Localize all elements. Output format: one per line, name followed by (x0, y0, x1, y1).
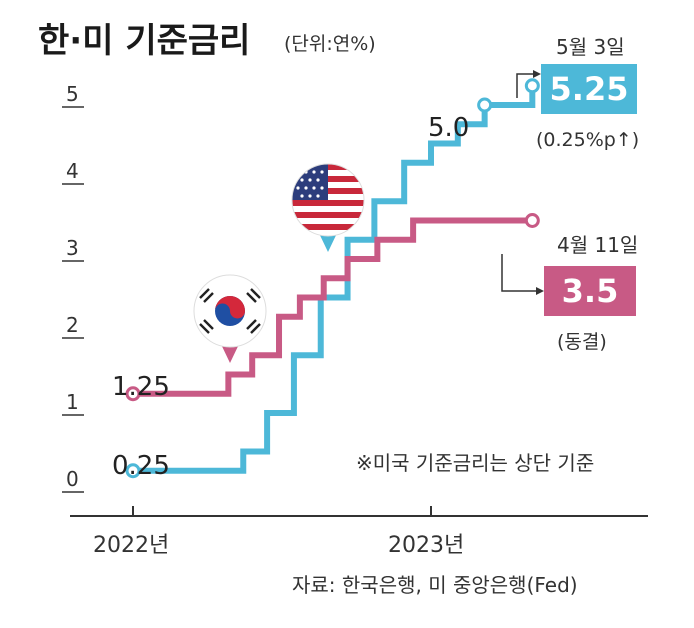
us-pin-head (292, 164, 364, 236)
chart-note: ※미국 기준금리는 상단 기준 (356, 451, 594, 475)
point-korea-start (125, 386, 141, 402)
korea-value: 3.5 (562, 272, 619, 310)
korea-date-label: 4월 11일 (557, 233, 638, 257)
us-5-label: 5.0 (428, 113, 469, 143)
y-tick-label: 1 (66, 390, 79, 414)
korea-connector (501, 254, 536, 292)
point-korea-end (524, 213, 540, 228)
korea-connector-arrow (536, 287, 544, 295)
chart-unit: (단위:연%) (284, 33, 376, 55)
us-date-label: 5월 3일 (556, 35, 625, 59)
y-axis: 0 1 2 3 4 5 (62, 82, 84, 493)
y-tick-label: 4 (66, 159, 79, 183)
series-line-korea (133, 217, 533, 397)
us-change: (0.25%p↑) (536, 129, 639, 151)
korea-value-box (544, 266, 636, 316)
us-value: 5.25 (550, 70, 629, 108)
series-group (125, 78, 540, 479)
point-us-end (524, 78, 540, 94)
y-tick-label: 5 (66, 82, 79, 106)
us-flag-pin-icon (291, 163, 365, 252)
korea-flag-pin-icon (193, 274, 267, 363)
y-tick-label: 3 (66, 236, 79, 260)
us-connector-arrow (533, 70, 541, 78)
trigrams (199, 288, 261, 334)
point-us-start (125, 463, 141, 479)
x-tick-label-2023: 2023년 (388, 533, 464, 558)
chart-source: 자료: 한국은행, 미 중앙은행(Fed) (292, 573, 578, 597)
y-tick-label: 2 (66, 313, 79, 337)
y-tick-label: 0 (66, 467, 79, 491)
us-connector (516, 73, 533, 98)
korea-start-label: 1.25 (112, 372, 170, 402)
x-tick-label-2022: 2022년 (93, 533, 169, 558)
us-start-label: 0.25 (112, 451, 170, 481)
us-value-box (541, 64, 637, 114)
chart-title: 한·미 기준금리 (38, 21, 250, 61)
korea-change: (동결) (557, 331, 607, 353)
point-us-5 (477, 97, 493, 113)
taegeuk-red (215, 296, 245, 319)
